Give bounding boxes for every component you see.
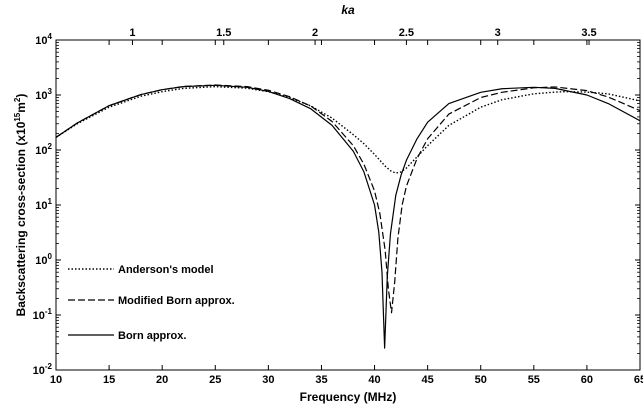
- x-tick-label: 35: [315, 374, 327, 386]
- y-tick-label: 10-1: [33, 307, 53, 322]
- series-anderson-line: [56, 85, 640, 174]
- tick-layer: 10 15 20 25 30 35 40 45 50 55 60 65 1 1.5 2 2.5 3 3.5 10-2…: [33, 27, 643, 386]
- y-tick-label: 10-2: [33, 362, 53, 377]
- legend-label-modified-born: Modified Born approx.: [118, 295, 235, 307]
- y-tick-label: 103: [35, 87, 52, 102]
- x-tick-label: 30: [262, 374, 274, 386]
- x-tick-label: 25: [209, 374, 221, 386]
- x-tick-label: 45: [422, 374, 434, 386]
- legend-label-born: Born approx.: [118, 330, 186, 342]
- top-tick-label: 2: [312, 27, 318, 39]
- series-modified-born-line: [56, 84, 640, 314]
- x-tick-label: 40: [368, 374, 380, 386]
- x-tick-label: 20: [156, 374, 168, 386]
- plot-area: [55, 39, 641, 371]
- x-tick-label: 55: [528, 374, 540, 386]
- top-axis-title: ka: [341, 3, 355, 17]
- y-tick-label: 102: [35, 142, 52, 157]
- y-tick-label: 101: [35, 197, 52, 212]
- top-tick-label: 3.5: [581, 27, 596, 39]
- x-tick-label: 60: [581, 374, 593, 386]
- x-axis-title: Frequency (MHz): [300, 390, 397, 404]
- series-born-line: [56, 84, 640, 349]
- top-tick-label: 3: [495, 27, 501, 39]
- x-tick-label: 15: [103, 374, 115, 386]
- legend: Anderson's model Modified Born approx. B…: [68, 264, 235, 342]
- x-tick-label: 50: [475, 374, 487, 386]
- top-tick-label: 2.5: [399, 27, 414, 39]
- top-tick-label: 1.5: [216, 27, 231, 39]
- y-tick-label: 100: [35, 252, 52, 267]
- y-axis-title: Backscattering cross-section (x1015m2): [13, 94, 28, 317]
- y-tick-label: 104: [35, 32, 52, 47]
- x-tick-label: 10: [50, 374, 62, 386]
- series-layer: [56, 84, 640, 349]
- x-tick-label: 65: [634, 374, 643, 386]
- top-tick-label: 1: [129, 27, 135, 39]
- legend-label-anderson: Anderson's model: [118, 264, 214, 276]
